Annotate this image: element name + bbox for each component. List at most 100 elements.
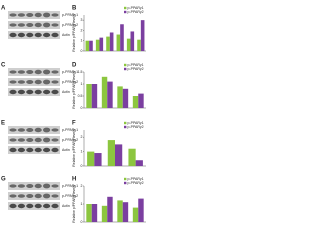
blot-band — [17, 89, 25, 95]
bar — [115, 144, 123, 166]
blot-band — [26, 147, 34, 153]
bar — [117, 200, 123, 222]
bar — [132, 207, 139, 222]
blot-band — [43, 127, 51, 133]
bar — [117, 86, 123, 108]
blot-strip — [8, 88, 60, 96]
band-label: Actin — [62, 204, 70, 208]
blot-band — [51, 70, 59, 74]
blot-band — [43, 183, 51, 189]
blot-band — [43, 89, 51, 95]
blot-band — [17, 138, 25, 142]
legend-swatch — [124, 63, 127, 67]
y-tick-label: 0.5 — [78, 94, 83, 98]
blot-band — [17, 32, 25, 38]
blot-band — [43, 137, 51, 143]
blot-band — [17, 147, 25, 153]
bar — [122, 88, 129, 108]
y-axis-label: Relative p/PPARγ levels — [72, 71, 76, 109]
legend-label: p-PPARγ2 — [128, 67, 144, 71]
blot-band — [34, 89, 42, 95]
legend-label: p-PPARγ1 — [128, 177, 144, 181]
legend-swatch — [124, 125, 127, 129]
y-tick-label: 2 — [81, 135, 83, 139]
blot-band — [34, 183, 42, 189]
bar — [128, 148, 136, 166]
y-tick-label: 1 — [81, 202, 83, 206]
legend-swatch — [124, 177, 127, 181]
bar — [107, 81, 113, 108]
y-tick-label: 1 — [81, 39, 83, 43]
bar — [89, 40, 93, 51]
blot-band — [51, 80, 59, 84]
blot-strip — [8, 192, 60, 200]
band-label: p-PPARγ1 — [62, 70, 78, 74]
blot-band — [51, 89, 59, 95]
bar — [91, 84, 98, 108]
legend-label: p-PPARγ2 — [128, 125, 144, 129]
blot-band — [43, 203, 51, 209]
legend-swatch — [124, 10, 127, 14]
blot-band — [51, 32, 59, 38]
blot-strip — [8, 182, 60, 190]
blot-band — [34, 193, 42, 199]
blot-band — [9, 147, 17, 153]
panel-letter: C — [1, 63, 6, 69]
legend-label: p-PPARγ1 — [128, 6, 144, 10]
blot-band — [9, 128, 17, 132]
blot-band — [43, 193, 51, 199]
legend-label: p-PPARγ2 — [128, 181, 144, 185]
bar — [138, 198, 144, 222]
blot-band — [34, 137, 42, 143]
blot-band — [17, 80, 25, 84]
blot-band — [9, 138, 17, 142]
blot-band — [43, 147, 51, 153]
blot-band — [26, 138, 34, 142]
blot-band — [17, 23, 25, 27]
blot-strip — [8, 126, 60, 134]
blot-band — [51, 184, 59, 188]
y-axis-label: Relative p/PPARγ levels — [72, 185, 76, 223]
blot-band — [51, 138, 59, 142]
bar — [116, 34, 121, 51]
blot-strip — [8, 136, 60, 144]
y-tick-label: 1 — [81, 150, 83, 154]
blot-band — [17, 184, 25, 188]
y-tick-label: 1 — [81, 82, 83, 86]
blot-band — [26, 194, 34, 198]
band-label: p-PPARγ2 — [62, 80, 78, 84]
bar — [138, 93, 144, 108]
bar — [130, 31, 135, 51]
band-label: Actin — [62, 90, 70, 94]
blot-band — [9, 23, 17, 27]
blot-band — [34, 22, 42, 28]
band-label: p-PPARγ2 — [62, 23, 78, 27]
y-tick-label: 0 — [81, 164, 83, 168]
y-tick-label: 0 — [81, 106, 83, 110]
bar — [101, 76, 108, 108]
blot-strip — [8, 31, 60, 39]
band-label: Actin — [62, 33, 70, 37]
blot-band — [51, 23, 59, 27]
blot-band — [9, 203, 17, 209]
blot-band — [17, 70, 25, 74]
blot-band — [34, 32, 42, 38]
legend-label: p-PPARγ2 — [128, 10, 144, 14]
bar — [140, 20, 145, 51]
panel-letter: F — [72, 121, 76, 127]
blot-band — [26, 80, 34, 84]
legend-swatch — [124, 181, 127, 185]
blot-band — [9, 194, 17, 198]
panel-letter: D — [72, 63, 77, 69]
blot-band — [9, 13, 17, 17]
y-axis-label: Relative p/PPARγ levels — [72, 129, 76, 167]
panel-letter: A — [1, 6, 6, 12]
blot-band — [51, 147, 59, 153]
blot-band — [26, 32, 34, 38]
bar — [91, 204, 98, 222]
y-tick-label: 2 — [81, 28, 83, 32]
blot-band — [17, 203, 25, 209]
blot-band — [9, 89, 17, 95]
blot-band — [34, 147, 42, 153]
